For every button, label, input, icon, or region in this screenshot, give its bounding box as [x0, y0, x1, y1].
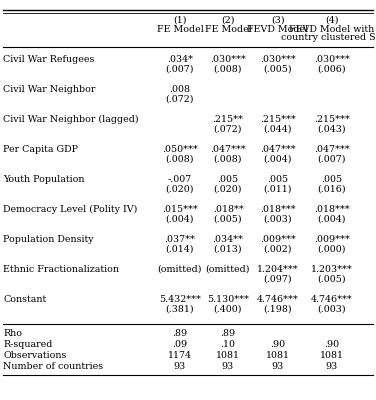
- Text: Civil War Neighbor: Civil War Neighbor: [3, 85, 96, 94]
- Text: (.008): (.008): [166, 155, 194, 164]
- Text: 93: 93: [174, 362, 186, 371]
- Text: (.198): (.198): [264, 305, 292, 314]
- Text: .215***: .215***: [260, 115, 296, 124]
- Text: (.072): (.072): [214, 125, 242, 134]
- Text: (.004): (.004): [264, 155, 292, 164]
- Text: .018***: .018***: [260, 205, 296, 214]
- Text: 93: 93: [222, 362, 234, 371]
- Text: (omitted): (omitted): [206, 265, 250, 274]
- Text: (.381): (.381): [166, 305, 194, 314]
- Text: .047***: .047***: [210, 145, 246, 154]
- Text: (.007): (.007): [166, 65, 194, 74]
- Text: (.016): (.016): [318, 185, 346, 194]
- Text: .09: .09: [173, 340, 188, 349]
- Text: .015***: .015***: [162, 205, 198, 214]
- Text: 1081: 1081: [320, 351, 344, 360]
- Text: .215**: .215**: [212, 115, 243, 124]
- Text: .89: .89: [173, 329, 188, 338]
- Text: Constant: Constant: [3, 295, 46, 304]
- Text: (.002): (.002): [264, 245, 292, 254]
- Text: .89: .89: [220, 329, 235, 338]
- Text: (4): (4): [325, 16, 339, 25]
- Text: .009***: .009***: [314, 235, 350, 244]
- Text: (2): (2): [221, 16, 235, 25]
- Text: .005: .005: [321, 175, 343, 184]
- Text: FE Model: FE Model: [156, 24, 203, 34]
- Text: Population Density: Population Density: [3, 235, 94, 244]
- Text: -.007: -.007: [168, 175, 192, 184]
- Text: (3): (3): [271, 16, 285, 25]
- Text: 5.432***: 5.432***: [159, 295, 201, 304]
- Text: .005: .005: [217, 175, 238, 184]
- Text: .050***: .050***: [162, 145, 198, 154]
- Text: FEVD Model: FEVD Model: [247, 24, 309, 34]
- Text: (.004): (.004): [166, 215, 194, 224]
- Text: FE Model: FE Model: [205, 24, 252, 34]
- Text: .018***: .018***: [314, 205, 350, 214]
- Text: (.044): (.044): [264, 125, 292, 134]
- Text: .018**: .018**: [212, 205, 243, 214]
- Text: .047***: .047***: [314, 145, 350, 154]
- Text: (.003): (.003): [318, 305, 346, 314]
- Text: Democracy Level (Polity IV): Democracy Level (Polity IV): [3, 205, 137, 214]
- Text: Number of countries: Number of countries: [3, 362, 103, 371]
- Text: (omitted): (omitted): [158, 265, 202, 274]
- Text: (.006): (.006): [318, 65, 346, 74]
- Text: (.013): (.013): [214, 245, 242, 254]
- Text: 1174: 1174: [168, 351, 192, 360]
- Text: (.011): (.011): [264, 185, 292, 194]
- Text: 93: 93: [272, 362, 284, 371]
- Text: .215***: .215***: [314, 115, 350, 124]
- Text: (1): (1): [173, 16, 187, 25]
- Text: (.043): (.043): [318, 125, 346, 134]
- Text: (.005): (.005): [214, 215, 242, 224]
- Text: 4.746***: 4.746***: [311, 295, 353, 304]
- Text: Youth Population: Youth Population: [3, 175, 85, 184]
- Text: .034**: .034**: [212, 235, 243, 244]
- Text: .037**: .037**: [165, 235, 196, 244]
- Text: Ethnic Fractionalization: Ethnic Fractionalization: [3, 265, 119, 274]
- Text: (.014): (.014): [166, 245, 194, 254]
- Text: .90: .90: [270, 340, 285, 349]
- Text: .005: .005: [267, 175, 288, 184]
- Text: Per Capita GDP: Per Capita GDP: [3, 145, 78, 154]
- Text: 93: 93: [326, 362, 338, 371]
- Text: 1.203***: 1.203***: [311, 265, 353, 274]
- Text: Civil War Neighbor (lagged): Civil War Neighbor (lagged): [3, 115, 139, 124]
- Text: 1081: 1081: [216, 351, 240, 360]
- Text: 5.130***: 5.130***: [207, 295, 249, 304]
- Text: country clustered SE: country clustered SE: [281, 33, 376, 42]
- Text: (.020): (.020): [166, 185, 194, 194]
- Text: Rho: Rho: [3, 329, 22, 338]
- Text: (.097): (.097): [264, 275, 292, 284]
- Text: 1081: 1081: [266, 351, 290, 360]
- Text: (.008): (.008): [214, 65, 242, 74]
- Text: (.005): (.005): [264, 65, 292, 74]
- Text: (.004): (.004): [318, 215, 346, 224]
- Text: (.007): (.007): [318, 155, 346, 164]
- Text: .030***: .030***: [314, 55, 350, 64]
- Text: 1.204***: 1.204***: [257, 265, 299, 274]
- Text: (.020): (.020): [214, 185, 242, 194]
- Text: .009***: .009***: [260, 235, 296, 244]
- Text: (.000): (.000): [318, 245, 346, 254]
- Text: (.005): (.005): [318, 275, 346, 284]
- Text: .034*: .034*: [167, 55, 193, 64]
- Text: (.400): (.400): [214, 305, 242, 314]
- Text: Observations: Observations: [3, 351, 67, 360]
- Text: Civil War Refugees: Civil War Refugees: [3, 55, 94, 64]
- Text: R-squared: R-squared: [3, 340, 52, 349]
- Text: 4.746***: 4.746***: [257, 295, 299, 304]
- Text: .047***: .047***: [260, 145, 296, 154]
- Text: (.072): (.072): [166, 95, 194, 104]
- Text: .10: .10: [220, 340, 235, 349]
- Text: FEVD Model with: FEVD Model with: [290, 24, 374, 34]
- Text: .008: .008: [170, 85, 191, 94]
- Text: .030***: .030***: [210, 55, 246, 64]
- Text: .030***: .030***: [260, 55, 296, 64]
- Text: .90: .90: [324, 340, 340, 349]
- Text: (.003): (.003): [264, 215, 292, 224]
- Text: (.008): (.008): [214, 155, 242, 164]
